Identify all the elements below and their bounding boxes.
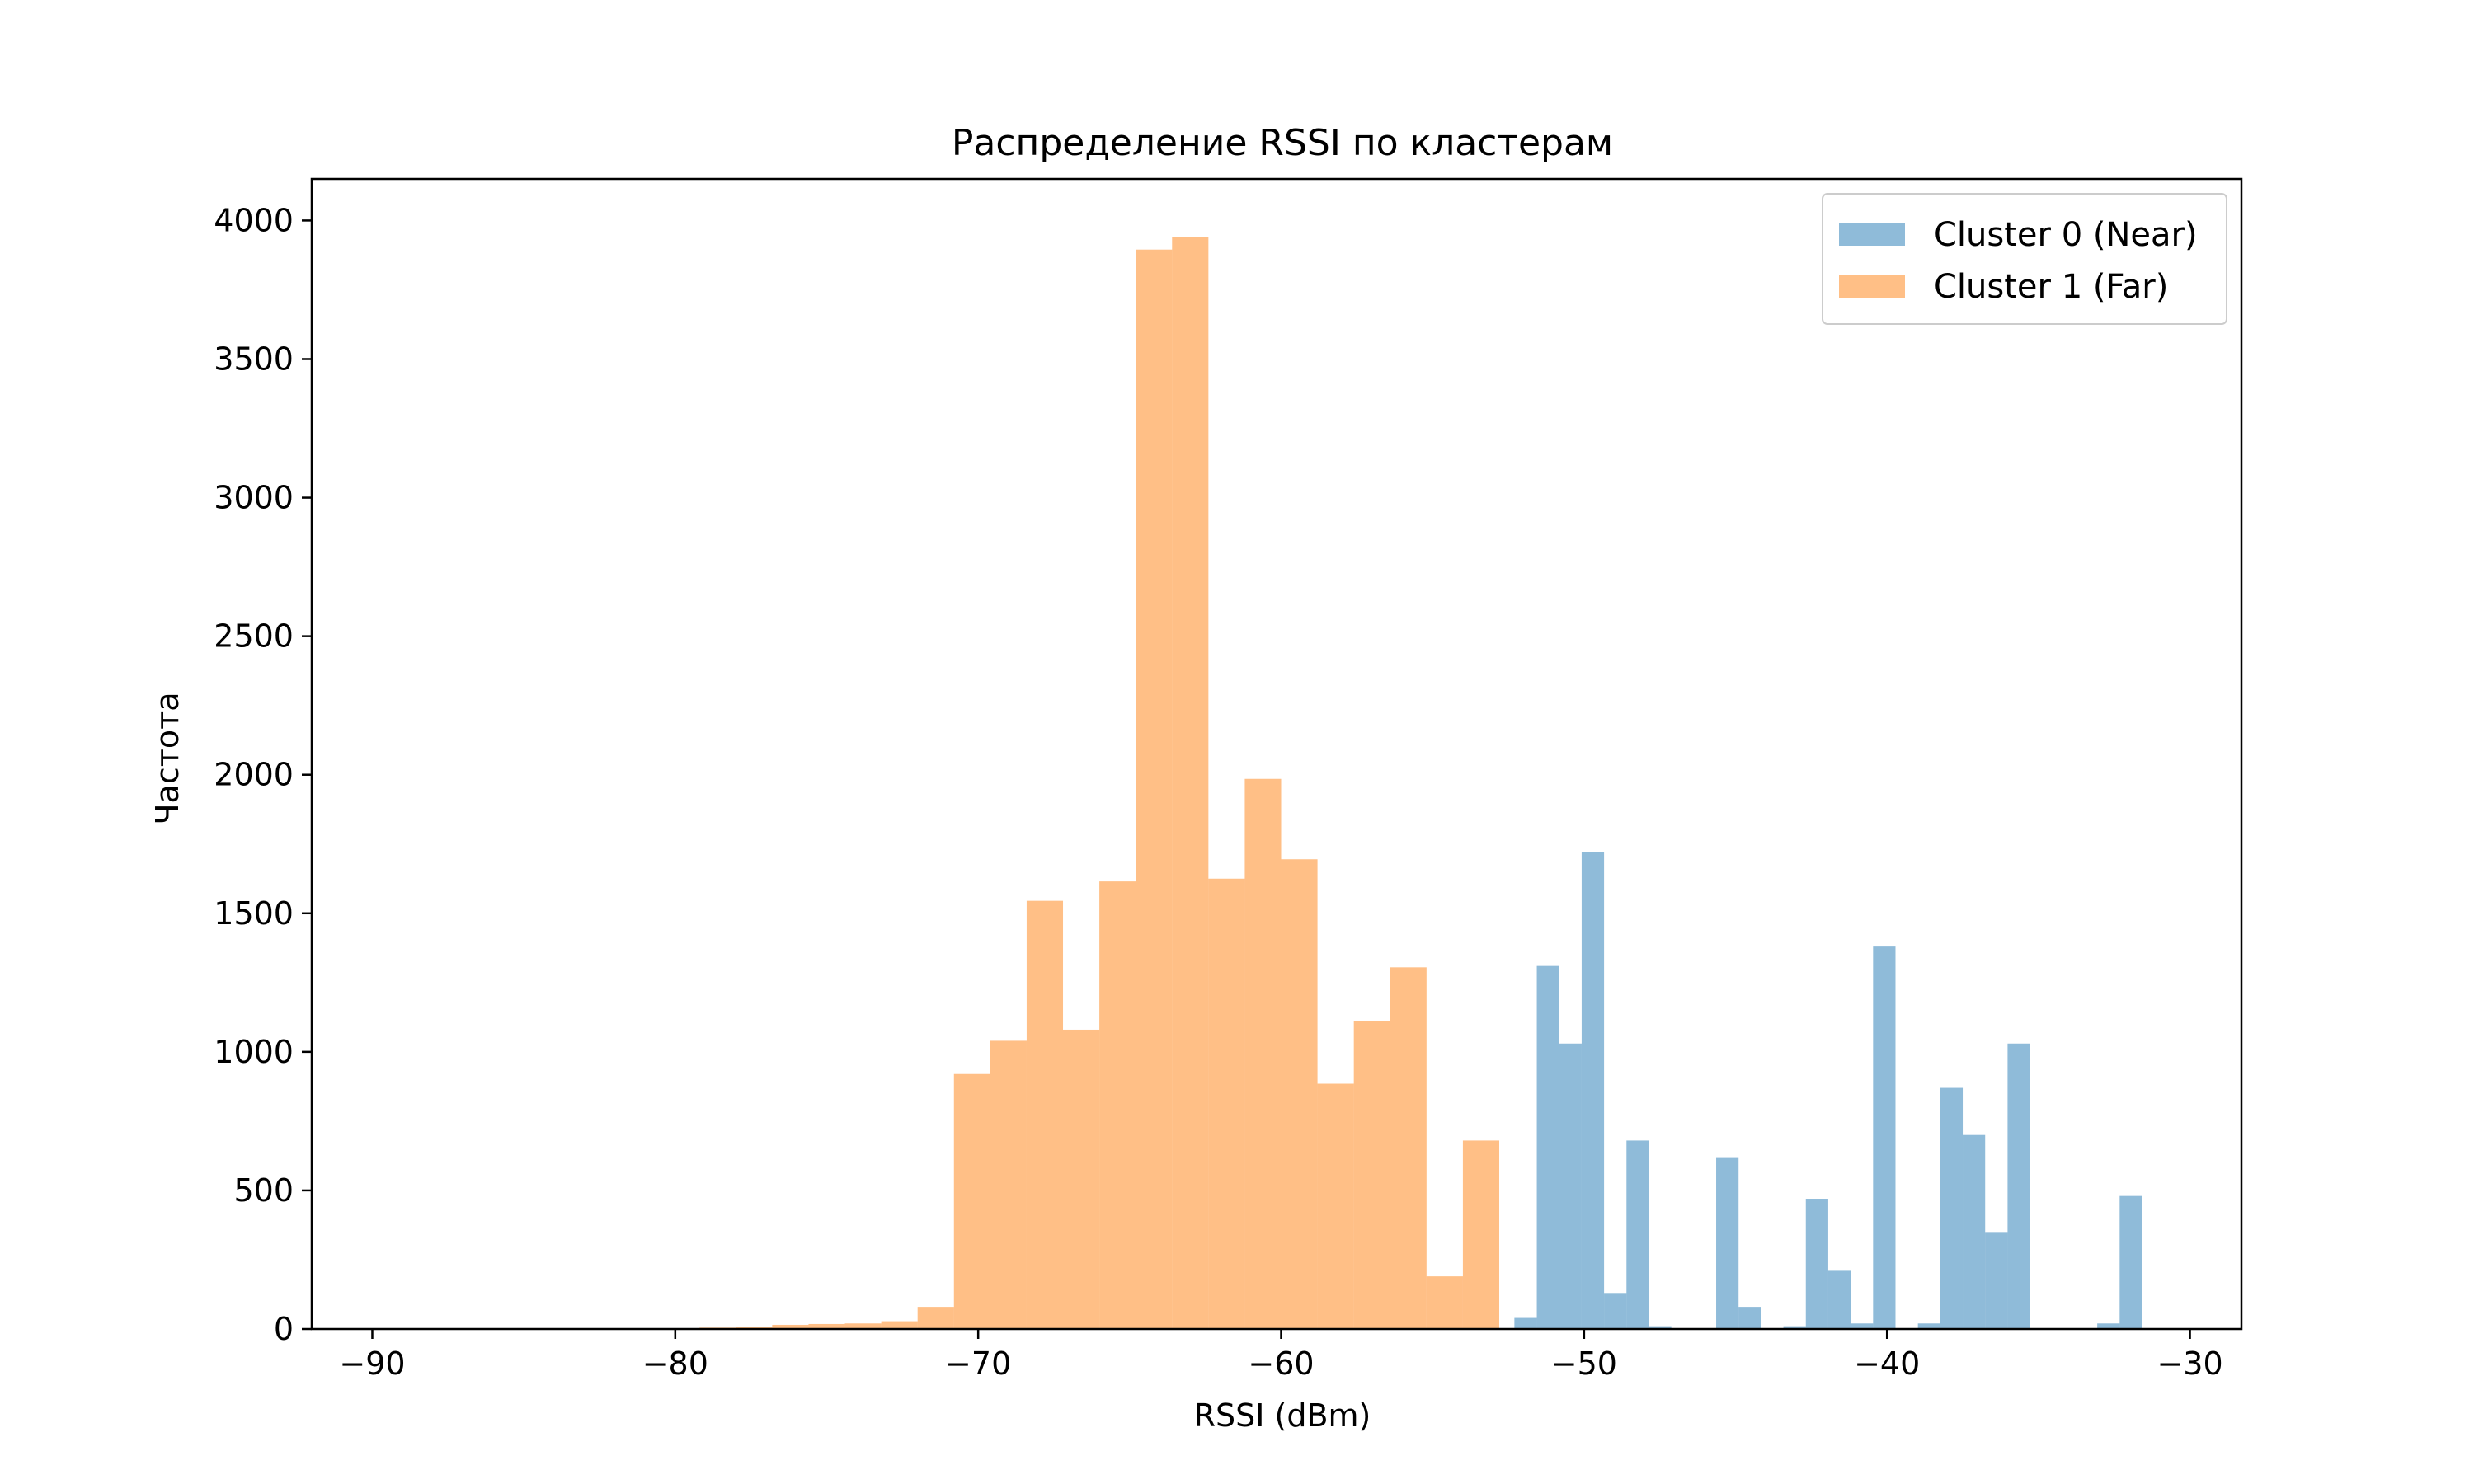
- x-tick-label: −70: [945, 1345, 1011, 1382]
- histogram-bar: [1827, 1270, 1851, 1329]
- histogram-bar: [1604, 1293, 1627, 1329]
- y-tick-label: 0: [274, 1311, 294, 1347]
- histogram-bar: [808, 1323, 845, 1329]
- x-tick-label: −90: [339, 1345, 405, 1382]
- histogram-bar: [917, 1307, 954, 1329]
- histogram-bar: [1738, 1307, 1761, 1329]
- y-tick-label: 2500: [214, 618, 294, 655]
- histogram-bar: [1805, 1199, 1828, 1329]
- histogram-bar: [1063, 1029, 1100, 1329]
- histogram-bar: [1281, 859, 1318, 1329]
- histogram-bar: [1317, 1083, 1354, 1329]
- histogram-bar: [1536, 965, 1559, 1329]
- y-tick-label: 500: [233, 1172, 294, 1209]
- y-tick-label: 3500: [214, 340, 294, 377]
- histogram-bar: [2007, 1043, 2030, 1329]
- legend-label: Cluster 1 (Far): [1934, 268, 2168, 306]
- histogram-bar: [2097, 1323, 2120, 1329]
- legend-box: [1822, 193, 2227, 325]
- x-axis-label: RSSI (dBm): [1194, 1397, 1371, 1434]
- histogram-bar: [1626, 1140, 1649, 1329]
- histogram-bar: [1649, 1326, 1672, 1329]
- plot-frame: [310, 177, 2243, 1331]
- histogram-bar: [1426, 1276, 1463, 1329]
- histogram-bars: [517, 237, 2142, 1330]
- histogram-bar: [990, 1040, 1027, 1329]
- histogram-bar: [1581, 852, 1605, 1329]
- y-tick-label: 2000: [214, 757, 294, 793]
- x-axis: −90 −80 −70 −60 −50 −40 −30: [339, 1329, 2223, 1382]
- histogram-bar: [1783, 1326, 1806, 1329]
- histogram-bar: [1390, 967, 1427, 1329]
- chart-title: Распределение RSSI по кластерам: [952, 122, 1613, 164]
- histogram-bar: [1851, 1323, 1874, 1329]
- x-tick-label: −40: [1854, 1345, 1920, 1382]
- x-tick-label: −80: [642, 1345, 708, 1382]
- y-axis: 0 500 1000 1500 2000 2500 3000 3500 4000: [214, 202, 312, 1347]
- y-tick-label: 1500: [214, 895, 294, 932]
- y-tick-label: 3000: [214, 480, 294, 516]
- histogram-bar: [1462, 1140, 1499, 1329]
- x-tick-label: −60: [1248, 1345, 1314, 1382]
- histogram-bar: [1353, 1021, 1390, 1329]
- y-tick-label: 1000: [214, 1034, 294, 1070]
- histogram-bar: [1172, 237, 1209, 1330]
- histogram-bar: [844, 1323, 882, 1329]
- histogram-bar: [1917, 1323, 1940, 1329]
- histogram-bar: [1136, 249, 1173, 1330]
- x-tick-label: −50: [1551, 1345, 1617, 1382]
- histogram-bar: [1026, 900, 1064, 1329]
- histogram-bar: [2119, 1195, 2142, 1329]
- histogram-bar: [772, 1324, 809, 1329]
- series-0-bars: [1514, 852, 2142, 1329]
- legend-label: Cluster 0 (Near): [1934, 216, 2198, 254]
- series-1-bars: [517, 237, 1499, 1330]
- histogram-bar: [1716, 1157, 1739, 1329]
- legend-swatch: [1839, 223, 1905, 246]
- histogram-bar: [1873, 946, 1896, 1329]
- histogram-bar: [1208, 878, 1245, 1329]
- histogram-bar: [1963, 1134, 1986, 1329]
- legend: Cluster 0 (Near) Cluster 1 (Far): [1822, 193, 2227, 325]
- histogram-bar: [1514, 1317, 1537, 1329]
- x-tick-label: −30: [2157, 1345, 2222, 1382]
- y-axis-label: Частота: [149, 692, 186, 824]
- histogram-bar: [1559, 1043, 1582, 1329]
- histogram-bar: [1244, 778, 1282, 1329]
- histogram-bar: [1985, 1232, 2008, 1329]
- y-tick-label: 4000: [214, 202, 294, 238]
- legend-swatch: [1839, 275, 1905, 298]
- histogram-bar: [1940, 1087, 1964, 1329]
- histogram-bar: [881, 1321, 918, 1329]
- histogram-bar: [1099, 881, 1136, 1329]
- histogram-bar: [953, 1073, 990, 1329]
- histogram-bar: [736, 1327, 773, 1329]
